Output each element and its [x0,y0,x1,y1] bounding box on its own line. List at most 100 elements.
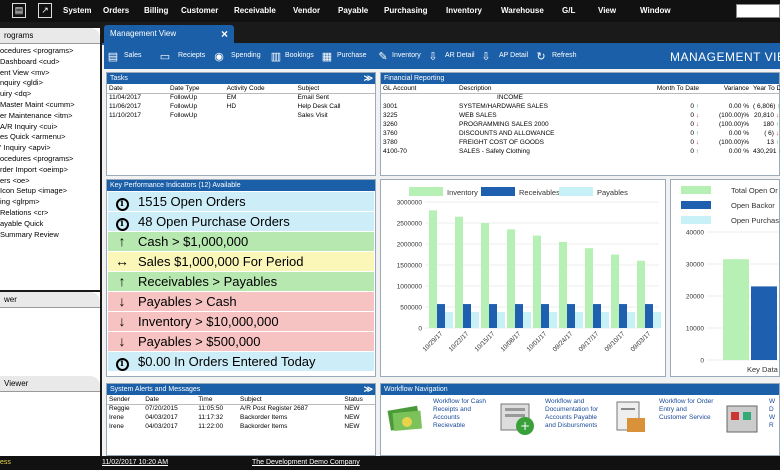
col-subject[interactable]: Subject [238,395,343,405]
menu-system[interactable]: System [63,6,92,15]
menu-view[interactable]: View [598,6,617,15]
table-row[interactable]: 4100-70 SALES - Safety Clothing 0 ↑ 0.00 % 4… [381,147,780,156]
col-date[interactable]: Date [143,395,197,405]
table-row[interactable]: 3225 WEB SALES 0 ↓ (100.00)% 20,810 ↓ [381,111,780,120]
bookings-button[interactable]: Bookings [285,52,314,59]
program-item[interactable]: Summary Review [0,229,59,239]
menu-warehouse[interactable]: Warehouse [501,6,544,15]
program-item[interactable]: uiry <dq> [0,89,32,99]
cash-receipts-icon[interactable] [385,398,425,438]
ar-detail-icon[interactable]: ⇩ [428,51,438,63]
refresh-button[interactable]: Refresh [552,52,577,59]
col-status[interactable]: Status [342,395,375,405]
purchase-button[interactable]: Purchase [337,52,367,59]
menu-orders[interactable]: Orders [103,6,130,15]
program-item[interactable]: A/R Inquiry <cui> [0,121,58,131]
program-item[interactable]: nquiry <gldi> [0,78,43,88]
workflow-item-cash-receipts[interactable]: Workflow for Cash Receipts and Accounts Rec… [433,398,486,429]
sales-icon[interactable]: ▤ [107,51,119,63]
collapse-icon[interactable]: ≫ [363,384,373,394]
col-gl-account[interactable]: GL Account [381,84,457,94]
kpi-item[interactable]: i 48 Open Purchase Orders [108,212,374,231]
kpi-item[interactable]: ↓ Inventory > $10,000,000 [108,312,374,331]
receipts-icon[interactable]: ▭ [159,51,171,63]
menu-receivable[interactable]: Receivable [234,6,276,15]
col-month-to-date[interactable]: Month To Date [615,84,701,94]
table-row[interactable]: 3780 FREIGHT COST OF GOODS 0 ↓ (100.00)% 13 … [381,138,780,147]
kpi-item[interactable]: i $0.00 In Orders Entered Today [108,352,374,371]
col-sender[interactable]: Sender [107,395,144,405]
inventory-button[interactable]: Inventory [392,52,421,59]
status-company[interactable]: The Development Demo Company [252,459,360,466]
status-datetime[interactable]: 11/02/2017 10:20 AM [102,459,169,466]
col-description[interactable]: Description [457,84,615,94]
table-row[interactable]: Irene 04/03/2017 11:22:00 Backorder Items NE… [107,422,375,431]
search-input[interactable] [736,4,780,18]
program-item[interactable]: Master Maint <cumm> [0,99,75,109]
ap-detail-icon[interactable]: ⇩ [481,51,491,63]
col-activity-code[interactable]: Activity Code [224,84,296,94]
program-item[interactable]: ing <glrpm> [0,197,40,207]
col-date[interactable]: Date [107,84,168,94]
table-row[interactable]: 11/04/2017 FollowUp EM Email Sent [107,93,375,102]
kpi-item[interactable]: ↓ Payables > $500,000 [108,332,374,351]
col-time[interactable]: Time [196,395,239,405]
warehouse-icon[interactable] [723,398,763,438]
program-item[interactable]: ent View <mv> [0,67,50,77]
kpi-item[interactable]: ↑ Receivables > Payables [108,272,374,291]
kpi-item[interactable]: ↓ Payables > Cash [108,292,374,311]
table-row[interactable]: 3001 SYSTEM/HARDWARE SALES 0 ↑ 0.00 % ( 6,80… [381,102,780,111]
program-item[interactable]: Dashboard <cud> [0,56,60,66]
col-year-to-date[interactable]: Year To Date [751,84,780,94]
program-item[interactable]: ocedures <programs> [0,153,74,163]
menu-customer[interactable]: Customer [181,6,219,15]
table-row[interactable]: 11/10/2017 FollowUp Sales Visit [107,111,375,120]
receipts-button[interactable]: Reciepts [178,52,206,59]
kpi-item[interactable]: ↑ Cash > $1,000,000 [108,232,374,251]
inventory-icon[interactable]: ✎ [378,51,388,63]
sales-button[interactable]: Sales [124,52,142,59]
col-subject[interactable]: Subject [295,84,375,94]
program-item[interactable]: rder Import <oeimp> [0,164,68,174]
document-icon[interactable]: ▤ [12,3,26,18]
spending-icon[interactable]: ◉ [214,51,224,63]
program-item[interactable]: Icon Setup <image> [0,186,68,196]
tab-management-view[interactable]: Management View × [104,25,234,43]
refresh-icon[interactable]: ↻ [536,51,546,63]
table-row[interactable]: 3260 PROGRAMMING SALES 2000 0 ↓ (100.00)% 18… [381,120,780,129]
program-item[interactable]: ocedures <programs> [0,46,74,55]
program-item[interactable]: Relations <cr> [0,207,49,217]
menu-gl[interactable]: G/L [562,6,576,15]
close-icon[interactable]: × [220,27,228,41]
table-row[interactable]: Reggie 07/20/2015 11:05:50 A/R Post Registe… [107,404,375,413]
bookings-icon[interactable]: ▥ [270,51,282,63]
menu-purchasing[interactable]: Purchasing [384,6,428,15]
col-date-type[interactable]: Date Type [167,84,225,94]
col-variance[interactable]: Variance [701,84,751,94]
accounts-payable-icon[interactable]: + [497,398,537,438]
kpi-item[interactable]: ↔ Sales $1,000,000 For Period [108,252,374,271]
collapse-icon[interactable]: ≫ [363,73,373,83]
program-item[interactable]: ers <oe> [0,175,30,185]
order-entry-icon[interactable] [611,398,651,438]
program-item[interactable]: er Maintenance <itm> [0,110,73,120]
menu-billing[interactable]: Billing [144,6,169,15]
menu-inventory[interactable]: Inventory [446,6,483,15]
menu-payable[interactable]: Payable [338,6,369,15]
ap-detail-button[interactable]: AP Detail [499,52,529,59]
table-row[interactable]: 3760 DISCOUNTS AND ALLOWANCE 0 ↑ 0.00 % ( 6)… [381,129,780,138]
spending-button[interactable]: Spending [231,52,261,59]
kpi-item[interactable]: i 1515 Open Orders [108,192,374,211]
ar-detail-button[interactable]: AR Detail [445,52,475,59]
menu-window[interactable]: Window [640,6,671,15]
menu-vendor[interactable]: Vendor [293,6,321,15]
table-row[interactable]: 11/06/2017 FollowUp HD Help Desk Call [107,102,375,111]
program-item[interactable]: ' Inquiry <apvi> [0,143,51,153]
workflow-item-order-entry[interactable]: Workflow for Order Entry and Customer Serv… [659,398,714,421]
workflow-item-accounts-payable[interactable]: Workflow and Documentation for Accounts Pa… [545,398,599,429]
program-item[interactable]: ayable Quick [0,218,44,228]
table-row[interactable]: Irene 04/03/2017 11:17:32 Backorder Items NE… [107,413,375,422]
external-link-icon[interactable]: ↗ [38,3,52,18]
purchase-icon[interactable]: ▦ [321,51,333,63]
